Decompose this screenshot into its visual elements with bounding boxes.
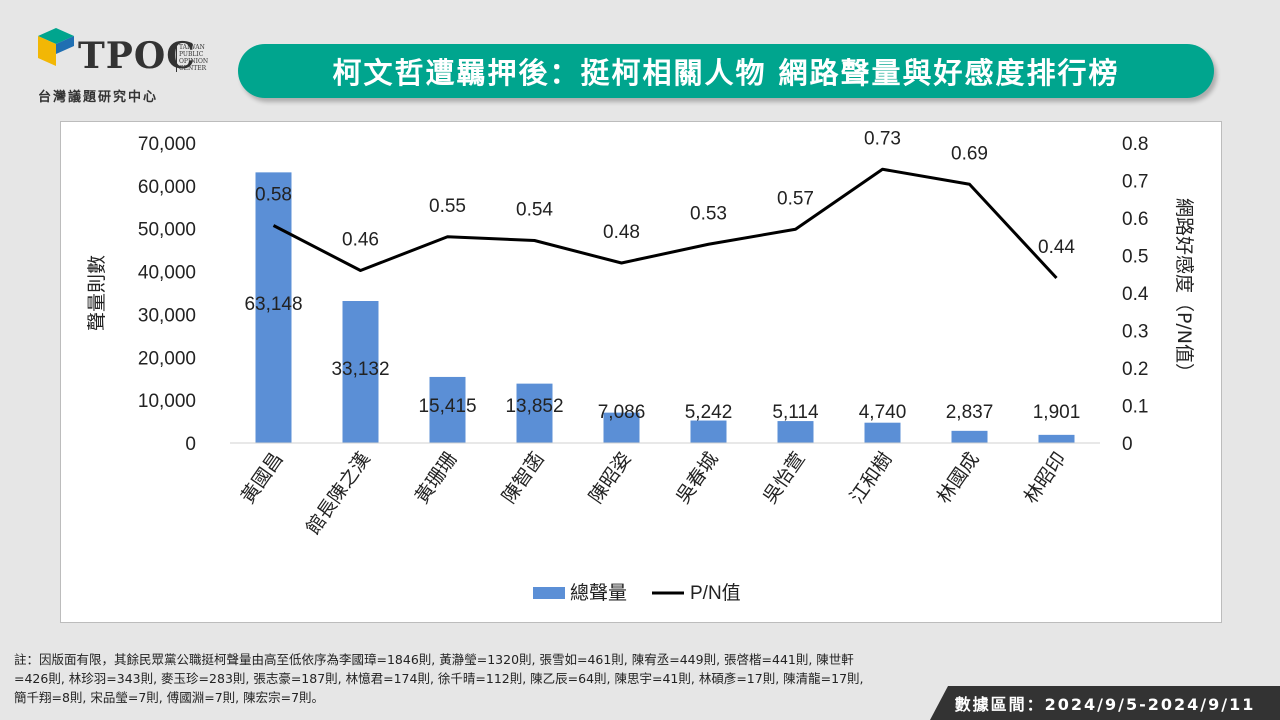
bar-7 <box>777 421 814 443</box>
pn-value-label: 0.48 <box>603 222 640 243</box>
bar-value-label: 5,242 <box>685 402 733 423</box>
legend-label-pn: P/N值 <box>690 582 741 604</box>
pn-value-label: 0.55 <box>429 196 466 217</box>
left-tick-label: 50,000 <box>138 220 196 241</box>
right-tick-label: 0.8 <box>1122 134 1148 155</box>
left-axis-title: 聲量則數 <box>86 255 108 331</box>
pn-value-label: 0.58 <box>255 185 292 206</box>
category-label: 黃國昌 <box>237 448 288 507</box>
pn-value-label: 0.44 <box>1038 237 1075 258</box>
bar-value-label: 5,114 <box>772 402 819 423</box>
pn-value-label: 0.53 <box>690 203 727 224</box>
logo-brand: TPOC <box>78 35 196 77</box>
pn-value-label: 0.46 <box>342 230 379 251</box>
bar-9 <box>951 430 988 443</box>
category-label: 吳春城 <box>672 448 723 507</box>
tpoc-logo: TPOC TAIWAN PUBLIC OPINION CENTER 台灣議題研究… <box>30 22 210 105</box>
category-label: 吳怡萱 <box>759 448 810 507</box>
category-label: 林昭印 <box>1020 448 1071 507</box>
tpoc-logo-icon <box>38 28 74 66</box>
bar-10 <box>1038 434 1075 443</box>
left-tick-label: 30,000 <box>138 305 196 326</box>
left-tick-label: 20,000 <box>138 348 196 369</box>
pn-value-label: 0.73 <box>864 128 901 149</box>
right-tick-label: 0.5 <box>1122 247 1148 268</box>
bar-value-label: 7,086 <box>598 402 646 423</box>
chart-panel <box>60 121 1222 623</box>
category-label: 陳智菡 <box>498 448 549 507</box>
left-tick-label: 60,000 <box>138 177 196 198</box>
right-tick-label: 0.1 <box>1122 397 1148 418</box>
bar-4 <box>516 383 553 443</box>
bar-6 <box>690 420 727 443</box>
right-tick-label: 0.4 <box>1122 284 1149 305</box>
legend-label-volume: 總聲量 <box>570 582 627 604</box>
bar-3 <box>429 376 466 443</box>
bar-value-label: 2,837 <box>946 402 994 423</box>
bar-8 <box>864 422 901 443</box>
category-label: 林國成 <box>933 448 984 507</box>
right-tick-label: 0.6 <box>1122 209 1148 230</box>
legend-swatch-volume <box>533 587 565 599</box>
left-tick-label: 40,000 <box>138 263 196 284</box>
date-range-text: 數據區間：2024/9/5-2024/9/11 <box>954 695 1256 714</box>
bar-value-label: 15,415 <box>418 396 476 417</box>
left-tick-label: 10,000 <box>138 391 196 412</box>
pn-value-label: 0.54 <box>516 200 553 221</box>
pn-line <box>272 167 1058 280</box>
category-label: 館長陳之漢 <box>302 448 375 538</box>
bar-1 <box>255 172 292 443</box>
bar-value-label: 4,740 <box>859 402 907 423</box>
title-banner: 柯文哲遭羈押後：挺柯相關人物 網路聲量與好感度排行榜 <box>238 44 1214 98</box>
right-tick-label: 0 <box>1122 434 1133 455</box>
pn-value-label: 0.57 <box>777 188 814 209</box>
category-label: 江和樹 <box>846 448 897 507</box>
category-label: 陳昭姿 <box>585 448 636 507</box>
left-tick-label: 0 <box>185 434 196 455</box>
bar-value-label: 63,148 <box>244 294 302 315</box>
left-tick-label: 70,000 <box>138 134 196 155</box>
logo-subtitle: 台灣議題研究中心 <box>38 90 159 105</box>
pn-value-label: 0.69 <box>951 143 988 164</box>
category-label: 黃珊珊 <box>411 448 462 507</box>
bar-5 <box>603 412 640 443</box>
page-title: 柯文哲遭羈押後：挺柯相關人物 網路聲量與好感度排行榜 <box>332 56 1120 90</box>
bar-value-label: 33,132 <box>331 359 389 380</box>
bar-value-label: 1,901 <box>1033 402 1081 423</box>
footnote: 註：因版面有限，其餘民眾黨公職挺柯聲量由高至低依序為李國璋=1846則, 黃瀞瑩… <box>14 652 864 705</box>
right-axis-title: 網路好感度（P/N值） <box>1173 198 1195 382</box>
bar-value-label: 13,852 <box>505 396 563 417</box>
right-tick-label: 0.7 <box>1122 172 1148 193</box>
date-range-badge: 數據區間：2024/9/5-2024/9/11 <box>930 686 1280 720</box>
bar-2 <box>342 301 379 443</box>
logo-side-text: TAIWAN PUBLIC OPINION CENTER <box>176 44 208 72</box>
right-tick-label: 0.3 <box>1122 322 1148 343</box>
right-tick-label: 0.2 <box>1122 359 1148 380</box>
